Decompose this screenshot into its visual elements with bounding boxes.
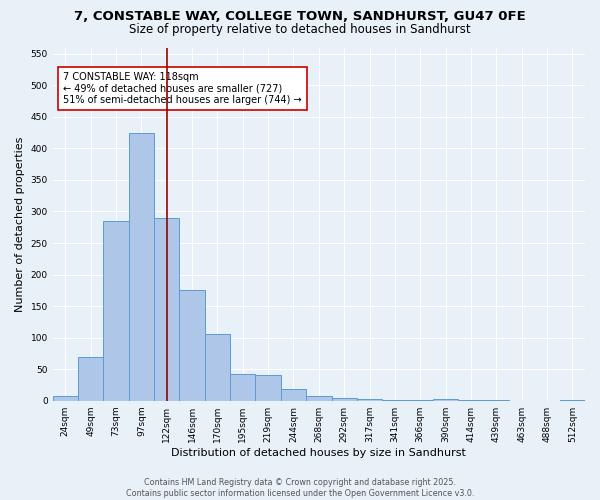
Bar bbox=[230, 374, 256, 400]
Text: 7 CONSTABLE WAY: 118sqm
← 49% of detached houses are smaller (727)
51% of semi-d: 7 CONSTABLE WAY: 118sqm ← 49% of detache… bbox=[64, 72, 302, 106]
Text: Contains HM Land Registry data © Crown copyright and database right 2025.
Contai: Contains HM Land Registry data © Crown c… bbox=[126, 478, 474, 498]
Y-axis label: Number of detached properties: Number of detached properties bbox=[15, 136, 25, 312]
X-axis label: Distribution of detached houses by size in Sandhurst: Distribution of detached houses by size … bbox=[172, 448, 466, 458]
Bar bbox=[281, 390, 306, 400]
Bar bbox=[53, 396, 78, 400]
Bar bbox=[256, 376, 281, 400]
Bar bbox=[357, 399, 382, 400]
Bar bbox=[332, 398, 357, 400]
Bar bbox=[205, 334, 230, 400]
Bar bbox=[154, 218, 179, 400]
Bar bbox=[179, 290, 205, 401]
Bar bbox=[129, 132, 154, 400]
Bar bbox=[103, 221, 129, 400]
Text: Size of property relative to detached houses in Sandhurst: Size of property relative to detached ho… bbox=[129, 22, 471, 36]
Bar bbox=[78, 356, 103, 401]
Text: 7, CONSTABLE WAY, COLLEGE TOWN, SANDHURST, GU47 0FE: 7, CONSTABLE WAY, COLLEGE TOWN, SANDHURS… bbox=[74, 10, 526, 23]
Bar bbox=[306, 396, 332, 400]
